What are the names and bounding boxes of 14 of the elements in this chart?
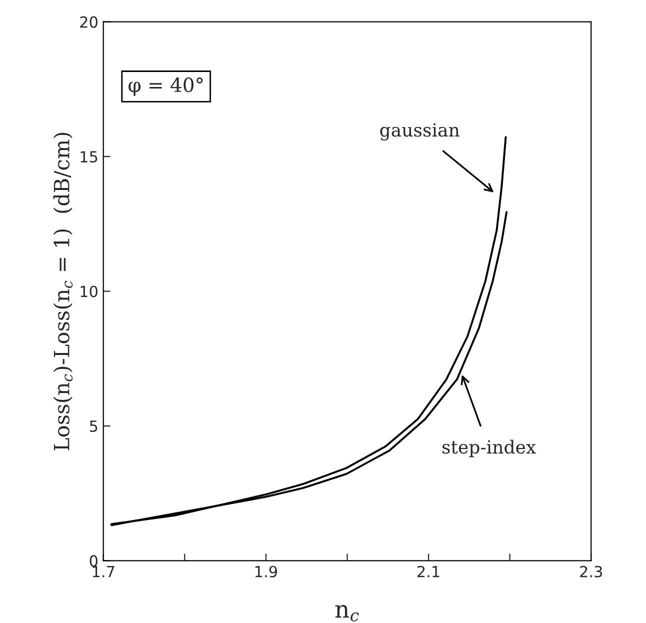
y-tick-label: 10 xyxy=(80,286,98,298)
y-tick-label: 15 xyxy=(80,151,98,163)
y-axis-title: Loss(n$_{c}$)-Loss(n$_{c}$ = 1) (dB/cm) xyxy=(53,132,73,450)
x-tick-label: 2.1 xyxy=(417,566,440,578)
annotation: gaussian xyxy=(380,123,460,140)
y-tick-label: 5 xyxy=(90,420,98,432)
annotation: φ = 40° xyxy=(128,77,203,96)
x-tick-label: 1.9 xyxy=(255,566,278,578)
y-tick-label: 20 xyxy=(80,16,98,28)
x-tick-label: 1.7 xyxy=(92,566,114,578)
x-tick-label: 2.3 xyxy=(580,566,602,578)
y-tick-label: 0 xyxy=(90,555,98,567)
x-axis-title: n$_{c}$ xyxy=(335,604,359,622)
annotation: step-index xyxy=(442,440,536,458)
